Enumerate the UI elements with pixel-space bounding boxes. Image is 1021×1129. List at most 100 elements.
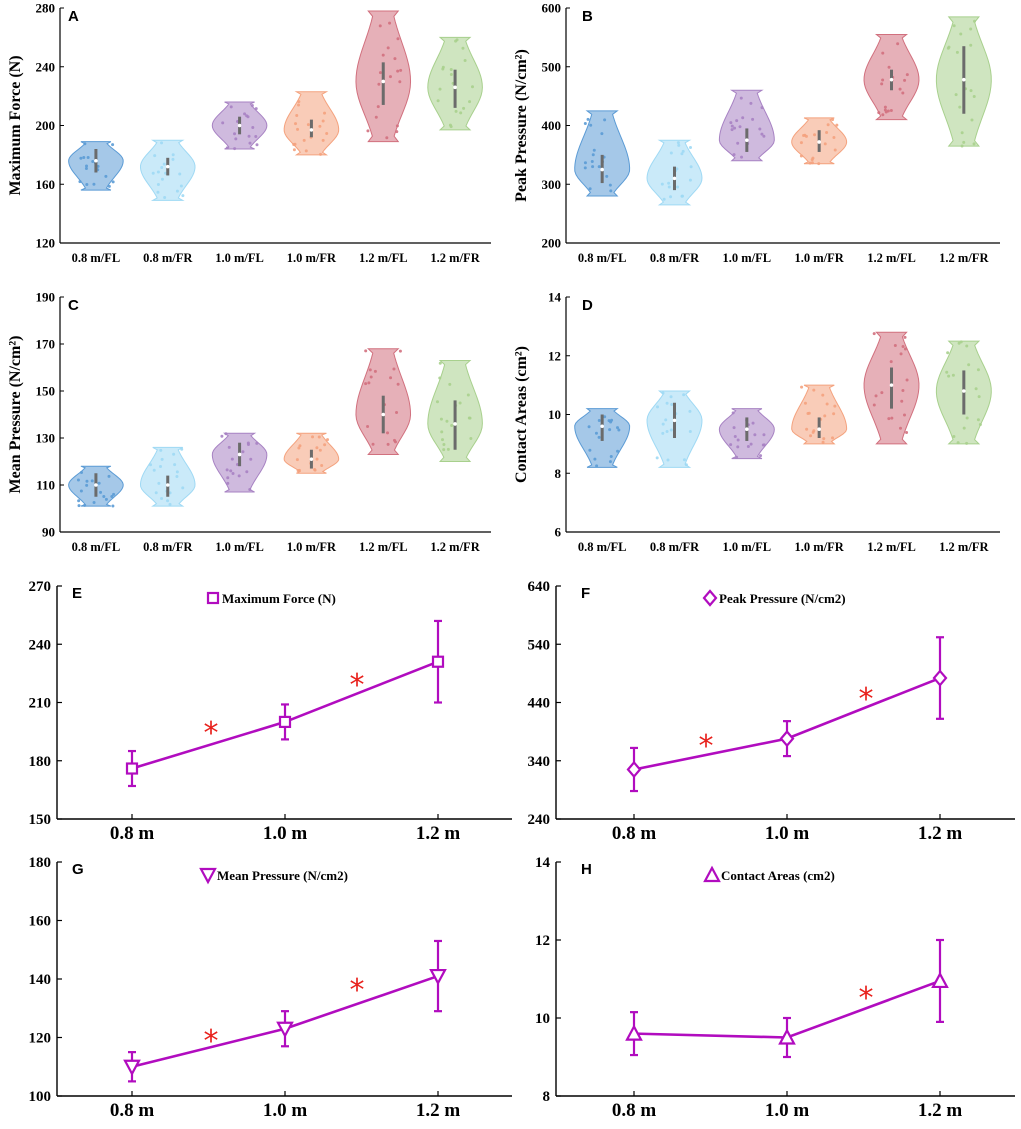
x-tick-label: 1.2 m — [416, 1100, 461, 1121]
violin-point — [665, 401, 669, 405]
violin-point — [667, 181, 671, 185]
violin-point — [751, 421, 755, 425]
x-tick-label: 1.0 m — [263, 1100, 308, 1121]
violin-point — [665, 429, 669, 433]
violin-point — [173, 463, 177, 467]
violin-point — [225, 468, 229, 472]
x-tick-label: 1.0 m/FR — [287, 540, 337, 554]
violin-point — [656, 405, 660, 409]
legend-label: Peak Pressure (N/cm2) — [719, 591, 846, 606]
violin-point — [821, 393, 825, 397]
violin-point — [680, 194, 684, 198]
violin-point — [367, 381, 371, 385]
x-tick-label: 0.8 m/FR — [143, 540, 193, 554]
violin-point — [463, 58, 467, 62]
violin-point — [248, 488, 252, 492]
y-tick-label: 100 — [29, 1089, 52, 1105]
x-tick-label: 0.8 m/FR — [650, 540, 700, 554]
violin-point — [811, 430, 815, 434]
panel-H: 8 10 12 14 0.8 m 1.0 m 1.2 m H Contact Areas (cm… — [535, 855, 1015, 1121]
violin-point — [323, 111, 327, 115]
violin-point — [661, 422, 665, 426]
violin-point — [104, 174, 108, 178]
panel-letter: B — [582, 8, 593, 25]
violin-point — [395, 130, 399, 134]
violin-point — [872, 332, 876, 336]
violin-point — [230, 457, 234, 461]
violin-point — [172, 452, 176, 456]
violin-point — [898, 426, 902, 430]
x-tick-label: 1.0 m — [765, 823, 810, 844]
y-tick-label: 110 — [36, 478, 55, 493]
violin-point — [325, 132, 329, 136]
x-tick-label: 1.2 m/FR — [939, 540, 989, 554]
violin-point — [179, 184, 183, 188]
violin-point — [965, 416, 969, 420]
panel-A: 120 160 200 240 280 Maximum Force (N) A 0.8 m/F… — [7, 1, 491, 265]
violin-point — [900, 399, 904, 403]
violin-point — [458, 401, 462, 405]
violin-point — [83, 503, 87, 507]
violin-point — [903, 413, 907, 417]
violin-point — [237, 474, 241, 478]
violin-point — [597, 165, 601, 169]
violin-point — [90, 479, 94, 483]
violin-point — [110, 495, 114, 499]
y-tick-label: 120 — [29, 1031, 52, 1047]
significance-star: * — [350, 973, 365, 1008]
violin-point — [442, 443, 446, 447]
violin-point — [595, 464, 599, 468]
panel-letter: H — [581, 861, 592, 878]
x-tick-label: 1.2 m/FR — [939, 251, 989, 265]
violin-point — [83, 142, 87, 146]
violin-point — [600, 132, 604, 136]
violin-point — [901, 91, 905, 95]
violin-point — [448, 382, 452, 386]
violin-point — [156, 170, 160, 174]
violin-point — [241, 450, 245, 454]
y-tick-label: 170 — [36, 337, 56, 352]
violin-point — [104, 497, 108, 501]
violin-point — [378, 24, 382, 28]
violin-point — [676, 185, 680, 189]
violin-point — [751, 117, 755, 121]
violin-point — [817, 162, 821, 166]
violin-point — [468, 100, 472, 104]
violin-point — [666, 458, 670, 462]
median-point — [165, 164, 170, 169]
violin-point — [880, 391, 884, 395]
violin-point — [79, 156, 83, 160]
violin-point — [366, 129, 370, 133]
violin-point — [958, 105, 962, 109]
violin-point — [227, 445, 231, 449]
violin-point — [454, 109, 458, 113]
violin-point — [799, 154, 803, 158]
violin-point — [233, 147, 237, 151]
x-tick-label: 0.8 m/FR — [143, 251, 193, 265]
violin-point — [762, 433, 766, 437]
violin-point — [233, 132, 237, 136]
violin-point — [92, 182, 96, 186]
violin-point — [175, 189, 179, 193]
violin-point — [965, 441, 969, 445]
violin-point — [297, 100, 301, 104]
violin-point — [178, 172, 182, 176]
violin-point — [749, 101, 753, 105]
violin-point — [159, 465, 163, 469]
violin-point — [366, 424, 370, 428]
significance-star: * — [859, 682, 874, 717]
marker-diamond — [779, 729, 795, 748]
violin-point — [688, 178, 692, 182]
violin-point — [388, 75, 392, 79]
violin-point — [321, 119, 325, 123]
violin-point — [946, 351, 950, 355]
violin-point — [159, 448, 163, 452]
violin-point — [960, 131, 964, 135]
violin-point — [82, 156, 86, 160]
violin-point — [682, 393, 686, 397]
violin-point — [965, 344, 969, 348]
violin-point — [825, 402, 829, 406]
violin-point — [730, 124, 734, 128]
violin-point — [804, 134, 808, 138]
violin-point — [292, 148, 296, 152]
